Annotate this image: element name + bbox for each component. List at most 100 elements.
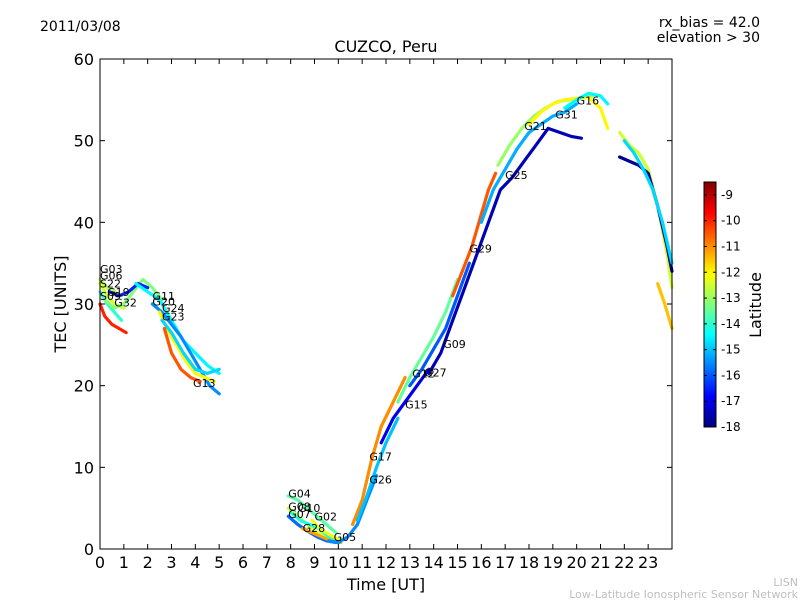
trace-g13 — [162, 326, 202, 384]
x-tick-label: 7 — [262, 553, 272, 572]
satellite-label-g02: G02 — [315, 510, 338, 523]
colorbar-tick-label: -9 — [721, 188, 733, 202]
x-tick-label: 18 — [519, 553, 539, 572]
satellite-label-g25: G25 — [505, 169, 528, 182]
satellite-label-g15: G15 — [405, 398, 428, 411]
trace-g09 — [427, 126, 583, 375]
colorbar-tick-label: -14 — [721, 317, 741, 331]
rx-bias-label: rx_bias = 42.0 — [659, 15, 760, 31]
trace-g16 — [563, 91, 610, 110]
trace-unlabeled-32 — [656, 282, 674, 331]
colorbar-gradient — [703, 181, 717, 428]
satellite-label-g13: G13 — [193, 377, 216, 390]
colorbar-tick-label: -13 — [721, 291, 741, 305]
trace-unlabeled-31 — [622, 139, 674, 265]
satellite-label-g20: G20 — [152, 296, 175, 309]
x-tick-label: 2 — [143, 553, 153, 572]
trace-g17 — [351, 375, 407, 527]
satellite-label-g19: G19 — [107, 286, 130, 299]
series-layer — [98, 91, 674, 545]
colorbar-tick-label: -15 — [721, 343, 741, 357]
chart-title: CUZCO, Peru — [334, 37, 437, 56]
x-tick-label: 14 — [423, 553, 443, 572]
trace-g20 — [150, 302, 221, 396]
plot-frame — [99, 58, 673, 550]
x-tick-label: 8 — [286, 553, 296, 572]
trace-g10 — [289, 510, 340, 541]
trace-g19 — [103, 277, 164, 310]
trace-g31 — [527, 95, 610, 130]
y-tick-label: 40 — [74, 213, 94, 232]
satellite-label-g05: G05 — [334, 531, 357, 544]
x-tick-label: 13 — [400, 553, 420, 572]
trace-g26 — [355, 416, 400, 522]
x-axis: 0 1 2 3 4 5 6 7 8 9 10 11 12 13 14 15 16 17 18 19 20 21 22 23 — [95, 59, 658, 572]
colorbar-ticks: -9 -10 -11 -12 -13 -14 -15 -16 -17 -18 — [704, 188, 741, 434]
trace-g23 — [160, 318, 221, 375]
x-tick-label: 12 — [376, 553, 396, 572]
colorbar-tick-label: -17 — [721, 394, 741, 408]
x-tick-label: 3 — [166, 553, 176, 572]
x-tick-label: 15 — [447, 553, 467, 572]
x-tick-label: 20 — [566, 553, 586, 572]
x-tick-label: 21 — [590, 553, 610, 572]
x-tick-label: 1 — [119, 553, 129, 572]
y-tick-label: 20 — [74, 377, 94, 396]
satellite-label-g31: G31 — [555, 109, 578, 122]
colorbar-tick-label: -11 — [721, 239, 741, 253]
satellite-label-s09: S09 — [100, 290, 121, 303]
y-tick-label: 60 — [74, 50, 94, 69]
satellite-label-g11: G11 — [152, 290, 175, 303]
x-tick-label: 16 — [471, 553, 491, 572]
satellite-label-g29: G29 — [469, 242, 492, 255]
x-tick-label: 17 — [495, 553, 515, 572]
satellite-label-g24: G24 — [162, 302, 185, 315]
x-tick-label: 19 — [543, 553, 563, 572]
y-axis-label: TEC [UNITS] — [51, 256, 70, 354]
satellite-label-g06: G06 — [100, 269, 123, 282]
satellite-label-g32: G32 — [114, 296, 137, 309]
credit-long: Low-Latitude Ionospheric Sensor Network — [569, 588, 798, 600]
x-tick-label: 22 — [614, 553, 634, 572]
x-tick-label: 0 — [95, 553, 105, 572]
satellite-label-g09: G09 — [443, 338, 466, 351]
trace-g29 — [451, 171, 498, 298]
x-tick-label: 10 — [328, 553, 348, 572]
x-tick-label: 23 — [638, 553, 658, 572]
y-tick-label: 30 — [74, 295, 94, 314]
satellite-label-g12: G12 — [412, 367, 435, 380]
trace-g32 — [107, 282, 150, 298]
satellite-label-g07: G07 — [288, 508, 311, 521]
trace-g12 — [396, 277, 460, 404]
x-tick-label: 5 — [214, 553, 224, 572]
y-tick-label: 10 — [74, 458, 94, 477]
colorbar-label: Latitude — [746, 272, 765, 338]
satellite-label-g28: G28 — [303, 522, 326, 535]
credit-short: LISN — [773, 576, 798, 589]
trace-g02 — [310, 518, 343, 543]
x-tick-label: 11 — [352, 553, 372, 572]
satellite-label-s22: S22 — [100, 278, 121, 291]
trace-s22 — [98, 290, 124, 322]
y-axis: 0 10 20 30 40 50 60 — [74, 50, 672, 559]
colorbar-tick-label: -12 — [721, 265, 741, 279]
satellite-label-g26: G26 — [369, 474, 392, 487]
colorbar-tick-label: -18 — [721, 420, 741, 434]
trace-g04 — [286, 494, 338, 535]
satellite-label-g27: G27 — [424, 367, 447, 380]
y-tick-label: 0 — [84, 540, 94, 559]
trace-g25 — [479, 102, 579, 224]
satellite-label-g23: G23 — [162, 310, 185, 323]
elevation-label: elevation > 30 — [657, 30, 760, 46]
satellite-label-g21: G21 — [524, 120, 547, 133]
trace-g27 — [408, 261, 471, 388]
date-label: 2011/03/08 — [40, 19, 121, 35]
x-tick-label: 9 — [309, 553, 319, 572]
trace-s09 — [98, 302, 128, 335]
satellite-label-g10: G10 — [298, 502, 321, 515]
satellite-label-g16: G16 — [577, 95, 600, 108]
trace-g15 — [379, 367, 431, 445]
satellite-label-g17: G17 — [369, 451, 392, 464]
